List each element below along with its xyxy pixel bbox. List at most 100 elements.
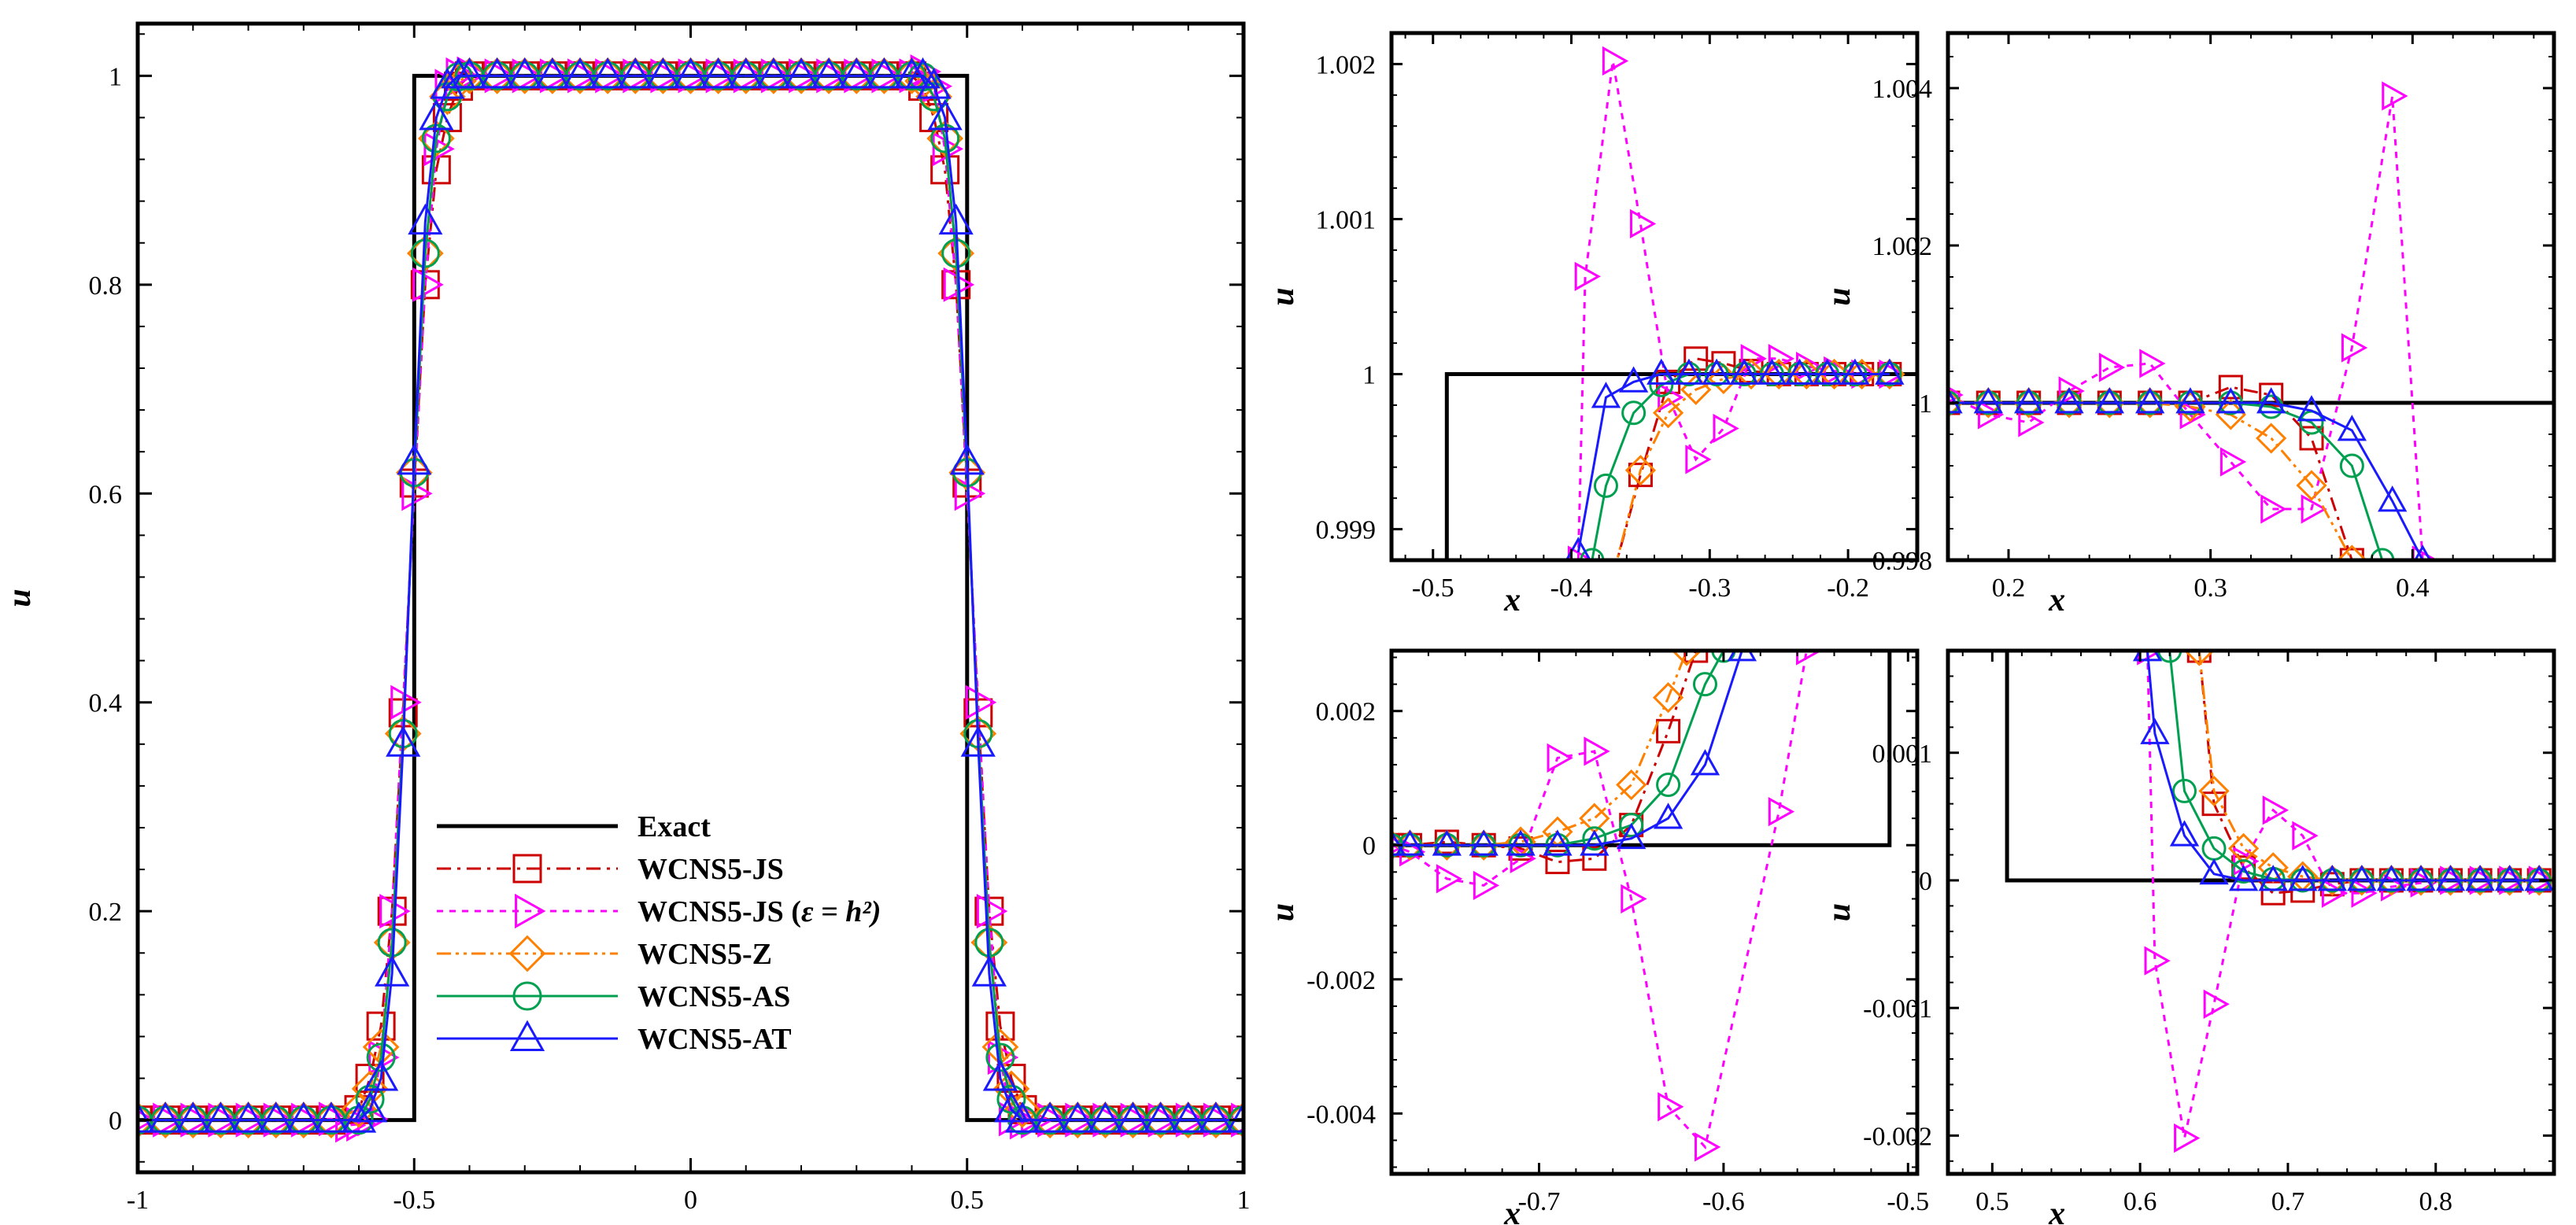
marker-jsh2 xyxy=(2174,1123,2201,1153)
y-tick-label: 0.8 xyxy=(89,271,123,301)
marker-at xyxy=(386,725,421,757)
marker-at xyxy=(645,57,681,89)
marker-jsh2 xyxy=(976,894,1008,929)
marker-at xyxy=(2347,865,2377,891)
marker-at xyxy=(1088,1101,1123,1133)
y-axis-label: u xyxy=(1821,903,1857,921)
marker-z xyxy=(1003,1090,1041,1128)
marker-js xyxy=(1582,846,1607,871)
marker-at xyxy=(148,1101,183,1133)
series-line-at xyxy=(1391,651,1743,847)
marker-as xyxy=(1619,813,1644,838)
marker-at xyxy=(2465,865,2495,891)
marker-jsh2 xyxy=(2098,352,2126,382)
series-line-at xyxy=(1948,401,2424,560)
marker-at xyxy=(1757,358,1787,385)
marker-jsh2 xyxy=(2292,821,2319,850)
y-tick-label: 0.002 xyxy=(1316,698,1377,727)
marker-at xyxy=(2175,387,2205,414)
marker-at xyxy=(971,955,1007,987)
zoom-panel-top-left xyxy=(1444,46,1917,589)
marker-at xyxy=(2317,865,2347,891)
marker-at xyxy=(867,57,902,89)
marker-at xyxy=(1729,358,1759,385)
x-tick-label: -0.5 xyxy=(1887,1187,1929,1216)
series-line-jsh2 xyxy=(1576,61,1890,560)
y-axis-label: u xyxy=(1265,287,1301,305)
y-tick-label: 0.6 xyxy=(89,480,123,509)
x-tick-label: -0.6 xyxy=(1702,1187,1745,1216)
marker-as xyxy=(2259,394,2284,419)
marker-jsh2 xyxy=(1740,344,1767,374)
marker-at xyxy=(1875,358,1905,385)
legend-marker-at xyxy=(509,1020,545,1051)
y-tick-label: 1.001 xyxy=(1316,205,1377,234)
x-tick-label: 0.6 xyxy=(2123,1187,2157,1216)
marker-as xyxy=(1656,773,1681,798)
marker-at xyxy=(783,57,819,89)
series-line-jsh2 xyxy=(1948,95,2424,560)
marker-jsh2 xyxy=(2262,795,2290,825)
marker-js xyxy=(2218,375,2243,400)
marker-at xyxy=(949,443,985,475)
marker-z xyxy=(1671,651,1702,666)
marker-at xyxy=(313,1101,349,1133)
marker-as xyxy=(1593,473,1618,498)
y-tick-label: 0.2 xyxy=(89,898,123,927)
marker-jsh2 xyxy=(2219,447,2247,477)
marker-at xyxy=(534,57,570,89)
x-tick-label: 0.5 xyxy=(1975,1187,2009,1216)
marker-at xyxy=(1580,829,1610,856)
y-tick-label: 1 xyxy=(1919,389,1932,419)
legend-label-z: WCNS5-Z xyxy=(638,938,772,971)
marker-at xyxy=(927,98,963,131)
marker-at xyxy=(1646,358,1676,385)
series-line-at xyxy=(138,74,1244,1122)
marker-at xyxy=(2132,651,2163,662)
x-tick-label: 0.4 xyxy=(2396,574,2430,603)
marker-jsh2 xyxy=(1685,445,1712,474)
marker-at xyxy=(1543,829,1573,856)
marker-at xyxy=(2014,387,2044,414)
legend-marker-as xyxy=(512,981,542,1011)
marker-as xyxy=(355,1084,385,1114)
marker-z xyxy=(1599,562,1627,589)
marker-at xyxy=(1469,829,1499,856)
marker-at xyxy=(2094,387,2124,414)
marker-at xyxy=(2135,387,2165,414)
marker-at xyxy=(408,203,443,235)
marker-at xyxy=(1432,829,1462,856)
series-line-at xyxy=(2146,651,2540,882)
legend-label-as: WCNS5-AS xyxy=(638,980,790,1013)
marker-jsh2 xyxy=(1768,344,1795,374)
marker-at xyxy=(2258,865,2288,891)
marker-jsh2 xyxy=(2382,81,2408,111)
marker-at xyxy=(1143,1101,1178,1133)
marker-jsh2 xyxy=(1436,864,1463,894)
marker-at xyxy=(1813,358,1842,385)
marker-jsh2 xyxy=(2233,846,2260,876)
y-tick-label: 1.002 xyxy=(1316,50,1377,79)
marker-at xyxy=(138,1101,156,1133)
marker-at xyxy=(286,1101,321,1133)
x-tick-label: -0.5 xyxy=(1412,574,1454,603)
marker-jsh2 xyxy=(1473,870,1500,901)
marker-js xyxy=(1602,565,1624,587)
marker-at xyxy=(756,57,791,89)
marker-at xyxy=(1391,829,1406,856)
y-tick-label: 1 xyxy=(109,62,122,91)
marker-at xyxy=(2376,865,2407,891)
marker-at xyxy=(1225,1101,1244,1133)
legend-marker-js xyxy=(512,854,542,884)
marker-at xyxy=(507,57,542,89)
x-tick-label: -0.3 xyxy=(1688,574,1731,603)
marker-jsh2 xyxy=(1658,1092,1684,1122)
marker-at xyxy=(352,1090,388,1123)
x-axis-label: x xyxy=(1503,1196,1521,1225)
marker-jsh2 xyxy=(1567,545,1595,560)
y-tick-label: 0 xyxy=(109,1107,122,1136)
marker-jsh2 xyxy=(1621,884,1647,914)
legend-label-js: WCNS5-JS xyxy=(638,853,784,886)
marker-jsh2 xyxy=(412,267,444,302)
